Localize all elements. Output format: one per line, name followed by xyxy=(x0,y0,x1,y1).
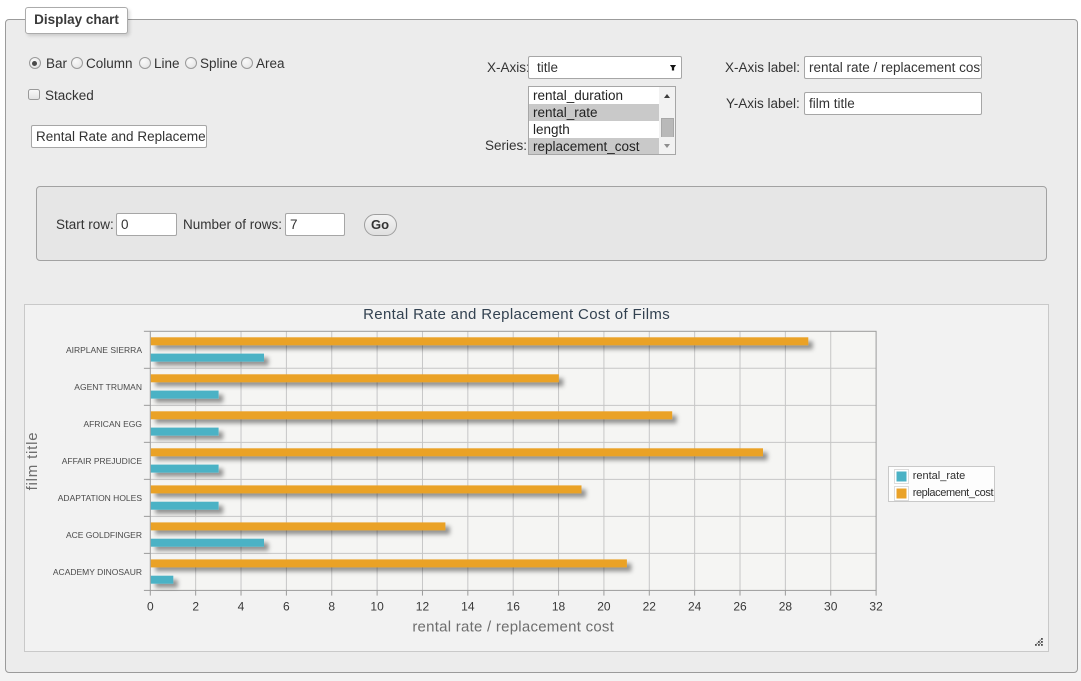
svg-text:AGENT TRUMAN: AGENT TRUMAN xyxy=(74,382,142,392)
svg-text:30: 30 xyxy=(824,600,838,614)
svg-text:ACE GOLDFINGER: ACE GOLDFINGER xyxy=(66,530,142,540)
svg-text:24: 24 xyxy=(688,600,702,614)
svg-text:Rental Rate and Replacement Co: Rental Rate and Replacement Cost of Film… xyxy=(363,306,670,323)
svg-text:20: 20 xyxy=(597,600,611,614)
svg-text:12: 12 xyxy=(416,600,430,614)
svg-text:film title: film title xyxy=(25,432,41,491)
svg-text:rental rate / replacement cost: rental rate / replacement cost xyxy=(412,619,614,636)
svg-text:ADAPTATION HOLES: ADAPTATION HOLES xyxy=(58,493,143,503)
svg-text:ACADEMY DINOSAUR: ACADEMY DINOSAUR xyxy=(53,567,142,577)
svg-text:32: 32 xyxy=(869,600,883,614)
svg-text:AIRPLANE SIERRA: AIRPLANE SIERRA xyxy=(66,345,142,355)
svg-text:28: 28 xyxy=(779,600,793,614)
svg-text:replacement_cost: replacement_cost xyxy=(913,487,994,499)
svg-text:rental_rate: rental_rate xyxy=(913,470,966,482)
svg-text:2: 2 xyxy=(192,600,199,614)
svg-text:10: 10 xyxy=(370,600,384,614)
svg-text:16: 16 xyxy=(507,600,521,614)
svg-text:AFRICAN EGG: AFRICAN EGG xyxy=(83,419,142,429)
svg-text:18: 18 xyxy=(552,600,566,614)
svg-text:14: 14 xyxy=(461,600,475,614)
svg-text:8: 8 xyxy=(328,600,335,614)
svg-text:22: 22 xyxy=(643,600,657,614)
svg-text:26: 26 xyxy=(733,600,747,614)
svg-text:0: 0 xyxy=(147,600,154,614)
svg-text:AFFAIR PREJUDICE: AFFAIR PREJUDICE xyxy=(62,456,143,466)
svg-text:6: 6 xyxy=(283,600,290,614)
svg-text:4: 4 xyxy=(238,600,245,614)
